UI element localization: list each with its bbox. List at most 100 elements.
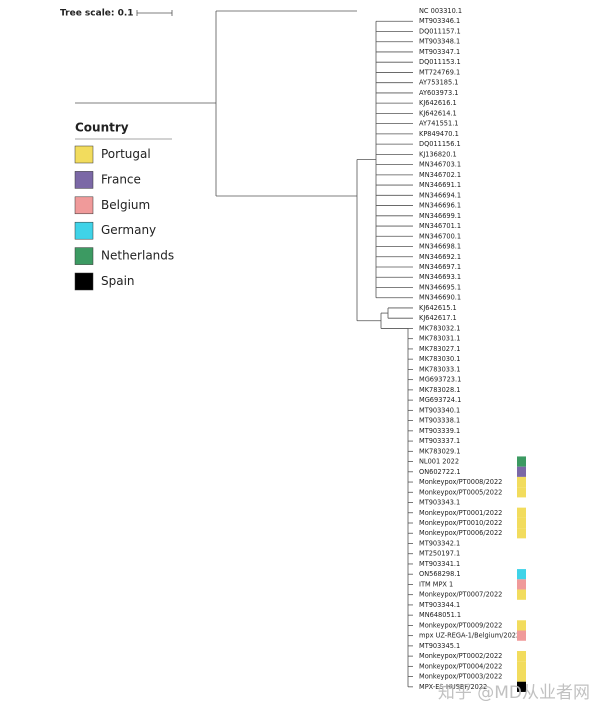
legend-title: Country (75, 121, 129, 135)
leaf-label: AY603973.1 (419, 89, 459, 97)
leaf-label: MG693724.1 (419, 396, 461, 404)
leaf-label: KJ642617.1 (419, 314, 457, 322)
leaf-label: MK783028.1 (419, 386, 460, 394)
leaf-label: Monkeypox/PT0010/2022 (419, 519, 502, 527)
leaf-label: MG693723.1 (419, 376, 461, 384)
leaf-label: DQ011156.1 (419, 140, 461, 148)
leaf-label: Monkeypox/PT0003/2022 (419, 673, 502, 681)
leaf-label: NL001 2022 (419, 458, 459, 466)
leaf-label: KJ642614.1 (419, 109, 457, 117)
legend-label: Netherlands (101, 249, 174, 263)
leaf-label: MT903343.1 (419, 499, 460, 507)
leaf-label: MK783029.1 (419, 447, 460, 455)
leaf-label: MN346691.1 (419, 181, 461, 189)
leaf-label: KP849470.1 (419, 130, 459, 138)
leaf-label: MT250197.1 (419, 550, 460, 558)
legend-swatch (74, 221, 94, 240)
legend-swatch (74, 247, 94, 265)
legend-swatch (74, 145, 94, 164)
leaf-label: KJ642615.1 (419, 304, 457, 312)
legend-swatch (74, 171, 94, 189)
leaf-label: MK783030.1 (419, 355, 460, 363)
leaf-label: MN346698.1 (419, 243, 461, 251)
leaf-label: MN346693.1 (419, 273, 461, 281)
leaf-label: MT903340.1 (419, 406, 460, 414)
leaf-label: mpx UZ-REGA-1/Belgium/2022 (419, 632, 520, 640)
leaf-label: Monkeypox/PT0009/2022 (419, 621, 502, 629)
leaf-label: MK783031.1 (419, 335, 460, 343)
leaf-label: AY753185.1 (419, 79, 459, 87)
leaf-label: MN346694.1 (419, 191, 461, 199)
country-strip (517, 630, 526, 641)
leaf-label: MT903345.1 (419, 642, 460, 650)
country-strip (517, 528, 526, 539)
leaf-label: Monkeypox/PT0006/2022 (419, 529, 502, 537)
legend-swatch (74, 196, 94, 215)
watermark: 知乎 @MD从业者网 (438, 683, 590, 703)
country-strip (517, 671, 526, 682)
leaf-label: MT903346.1 (419, 17, 460, 25)
leaf-label: MN346703.1 (419, 161, 461, 169)
leaf-label: ON602722.1 (419, 468, 461, 476)
leaf-label: MN346700.1 (419, 232, 461, 240)
tree (75, 10, 413, 688)
leaf-label: Monkeypox/PT0005/2022 (419, 488, 502, 496)
leaf-label: DQ011157.1 (419, 27, 461, 35)
country-strip (517, 476, 526, 488)
country-strip (517, 569, 526, 580)
leaf-label: MT903342.1 (419, 539, 460, 547)
country-strip (517, 661, 526, 672)
legend-label: Spain (101, 274, 135, 288)
leaf-label: Monkeypox/PT0008/2022 (419, 478, 502, 486)
leaf-label: Monkeypox/PT0007/2022 (419, 591, 502, 599)
country-strip (517, 651, 526, 662)
leaf-label: MN346695.1 (419, 283, 461, 291)
country-strip (517, 507, 526, 518)
scale-bar (136, 10, 173, 16)
leaf-label: DQ011153.1 (419, 58, 461, 66)
country-strip (517, 456, 526, 467)
leaf-label: MK783027.1 (419, 345, 460, 353)
tree-scale-label: Tree scale: 0.1 (60, 9, 134, 19)
leaf-label: MT903341.1 (419, 560, 460, 568)
leaf-label: MN346697.1 (419, 263, 461, 271)
country-strip (517, 620, 526, 631)
leaf-label: KJ136820.1 (419, 150, 457, 158)
leaf-label: MN346699.1 (419, 212, 461, 220)
leaf-label: MT724769.1 (419, 68, 460, 76)
country-strip (517, 517, 526, 529)
leaf-label: MPX-ES-HUSBF/2022 (419, 683, 487, 691)
leaf-label: MN346701.1 (419, 222, 461, 230)
leaf-label: NC 003310.1 (419, 7, 462, 15)
country-strip (517, 589, 526, 600)
country-strip (517, 466, 526, 477)
country-strip (517, 579, 526, 590)
leaf-label: MN346692.1 (419, 253, 461, 261)
legend-label: Belgium (101, 198, 150, 212)
leaf-label: ON568298.1 (419, 570, 461, 578)
leaf-label: AY741551.1 (419, 120, 459, 128)
leaf-label: MN346696.1 (419, 202, 461, 210)
legend-swatch (74, 272, 94, 291)
leaf-label: Monkeypox/PT0004/2022 (419, 662, 502, 670)
country-strip (517, 487, 526, 498)
leaf-label: MN346702.1 (419, 171, 461, 179)
leaf-label: MT903338.1 (419, 417, 460, 425)
leaf-label: MN648051.1 (419, 611, 461, 619)
country-strip (517, 681, 526, 692)
legend: Portugal France Belgium Germany Netherlands S… (74, 145, 174, 291)
leaf-label: Monkeypox/PT0001/2022 (419, 509, 502, 517)
leaf-label: MT903337.1 (419, 437, 460, 445)
leaf-label: MN346690.1 (419, 294, 461, 302)
legend-label: Germany (101, 223, 156, 237)
leaf-label: MT903339.1 (419, 427, 460, 435)
leaf-label: MT903348.1 (419, 38, 460, 46)
leaf-label: Monkeypox/PT0002/2022 (419, 652, 502, 660)
leaves: NC 003310.1 MT903346.1 DQ011157.1 MT903348.… (419, 7, 526, 692)
leaf-label: MK783032.1 (419, 324, 460, 332)
leaf-label: ITM MPX 1 (419, 580, 453, 588)
legend-label: France (101, 172, 141, 186)
leaf-label: KJ642616.1 (419, 99, 457, 107)
